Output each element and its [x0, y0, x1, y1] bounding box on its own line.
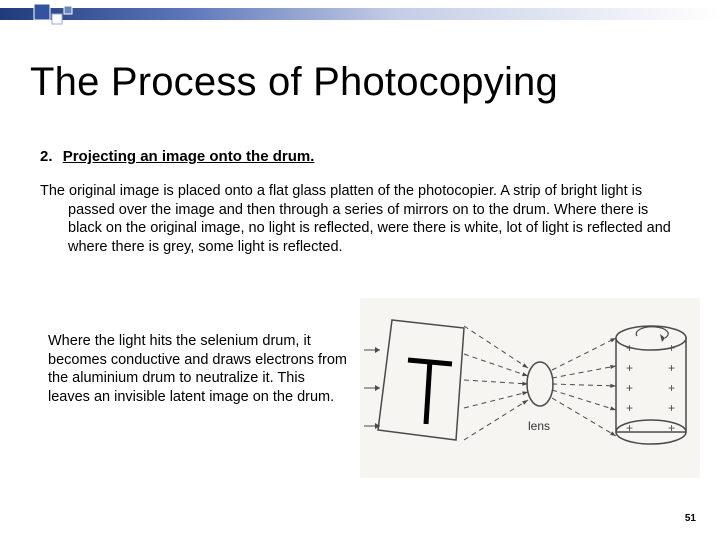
paragraph-2: Where the light hits the selenium drum, …	[48, 332, 348, 406]
projection-diagram: lens + + + + + + + + + +	[360, 298, 700, 478]
svg-text:+: +	[626, 381, 633, 395]
svg-text:+: +	[626, 421, 633, 435]
decor-squares	[0, 0, 100, 32]
step-number: 2.	[40, 148, 53, 165]
svg-text:+: +	[626, 401, 633, 415]
svg-text:+: +	[668, 421, 675, 435]
svg-text:+: +	[668, 361, 675, 375]
step-title: Projecting an image onto the drum.	[63, 148, 315, 165]
header-decor	[0, 0, 720, 32]
svg-text:+: +	[668, 401, 675, 415]
slide-title: The Process of Photocopying	[30, 60, 558, 105]
step-heading: 2. Projecting an image onto the drum.	[40, 148, 314, 165]
svg-text:+: +	[668, 341, 675, 355]
svg-text:lens: lens	[528, 419, 550, 433]
paragraph-1: The original image is placed onto a flat…	[40, 182, 680, 256]
svg-text:+: +	[626, 341, 633, 355]
paragraph-1-text: The original image is placed onto a flat…	[40, 182, 680, 256]
page-number: 51	[685, 513, 696, 524]
slide: The Process of Photocopying 2. Projectin…	[0, 0, 720, 540]
svg-text:+: +	[626, 361, 633, 375]
gradient-strip	[0, 8, 720, 20]
svg-text:+: +	[668, 381, 675, 395]
